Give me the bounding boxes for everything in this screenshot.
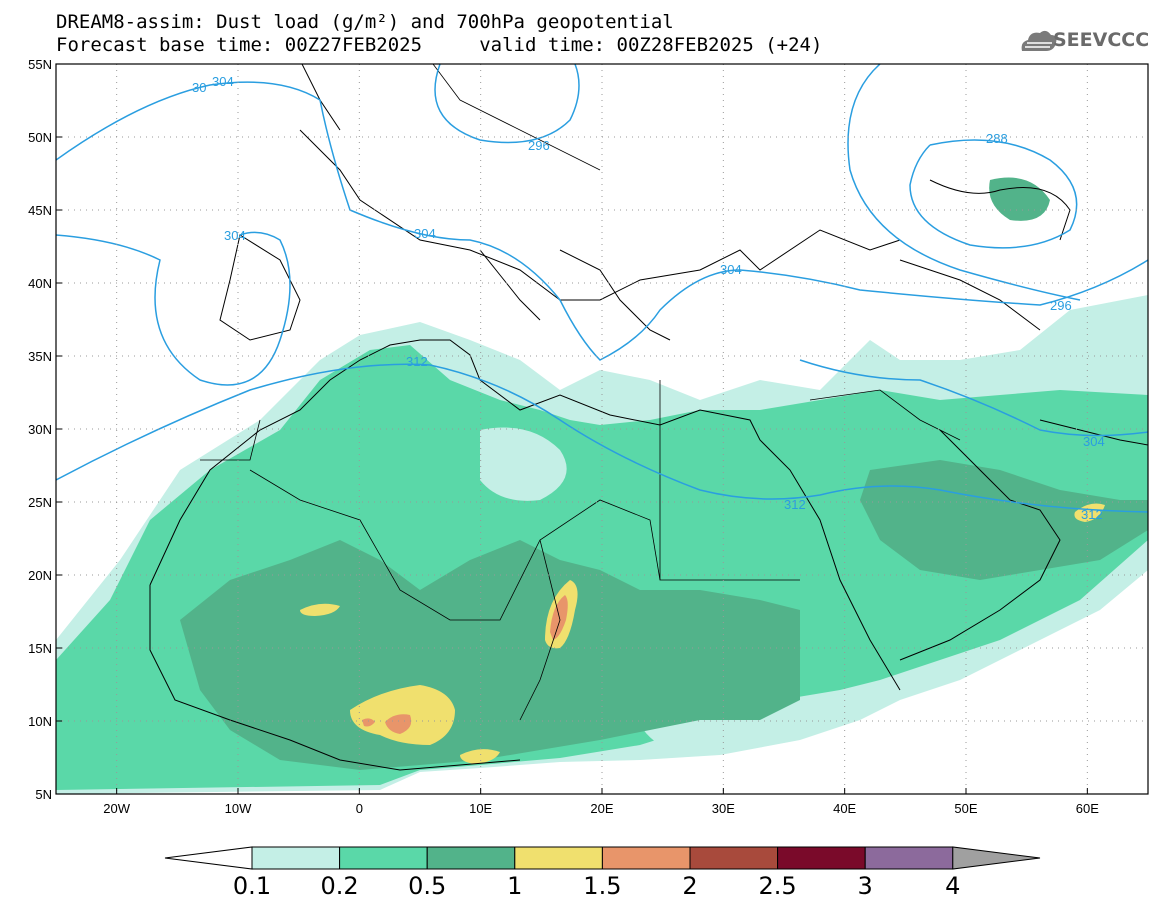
- colorbar-label: 0.2: [320, 872, 359, 900]
- contour-label: 296: [1050, 298, 1072, 313]
- colorbar-label: 4: [945, 872, 961, 900]
- colorbar-segment: [864, 846, 954, 870]
- lat-tick-label: 15N: [28, 641, 52, 656]
- colorbar-segment: [251, 846, 341, 870]
- dust-band-15: [550, 595, 568, 640]
- colorbar-segment: [601, 846, 691, 870]
- cloud-icon: [1021, 30, 1057, 51]
- lat-tick-label: 45N: [28, 203, 52, 218]
- contour-label: 312: [1081, 507, 1103, 522]
- lat-tick-label: 20N: [28, 568, 52, 583]
- lon-tick-label: 10W: [225, 801, 252, 816]
- contour-label: 304: [224, 228, 246, 243]
- lat-axis: 55N 50N 45N 40N 35N 30N 25N 20N 15N 10N 5N: [28, 57, 62, 802]
- lon-tick-label: 20W: [103, 801, 130, 816]
- colorbar-segment: [514, 846, 603, 870]
- colorbar-label: 1: [507, 872, 523, 900]
- forecast-time-line: Forecast base time: 00Z27FEB2025 valid t…: [56, 34, 823, 56]
- lat-tick-label: 30N: [28, 422, 52, 437]
- lon-tick-label: 10E: [469, 801, 492, 816]
- lon-tick-label: 50E: [954, 801, 977, 816]
- lat-tick-label: 5N: [35, 787, 52, 802]
- colorbar-segment: [426, 846, 516, 870]
- graticule: [56, 64, 1148, 794]
- colorbar-label: 0.5: [408, 872, 447, 900]
- colorbar-segment: [777, 846, 866, 870]
- contour-label: 304: [1083, 434, 1105, 449]
- colorbar-label: 2: [682, 872, 698, 900]
- lon-axis: 20W 10W 0 10E 20E 30E 40E 50E 60E: [103, 788, 1099, 816]
- colorbar-label: 2.5: [758, 872, 797, 900]
- colorbar-segment: [689, 846, 779, 870]
- colorbar-segment: [339, 846, 428, 870]
- lat-tick-label: 40N: [28, 276, 52, 291]
- lon-tick-label: 40E: [833, 801, 856, 816]
- contour-label: 312: [784, 497, 806, 512]
- coastlines: [149, 64, 1148, 771]
- lat-tick-label: 25N: [28, 495, 52, 510]
- colorbar-over-triangle: [952, 846, 1041, 870]
- colorbar-label: 0.1: [232, 872, 272, 900]
- lon-tick-label: 60E: [1076, 801, 1099, 816]
- geopotential-contours: [56, 64, 1148, 513]
- logo-text: SEEVCCC: [1053, 29, 1150, 51]
- contour-label: 304: [414, 226, 436, 241]
- contour-label: 304: [720, 262, 742, 277]
- lat-tick-label: 50N: [28, 130, 52, 145]
- colorbar: [164, 846, 1041, 870]
- colorbar-label: 1.5: [583, 872, 622, 900]
- colorbar-under-triangle: [164, 846, 253, 870]
- lon-tick-label: 30E: [712, 801, 735, 816]
- lat-tick-label: 35N: [28, 349, 52, 364]
- lat-tick-label: 55N: [28, 57, 52, 72]
- map-title: DREAM8-assim: Dust load (g/m²) and 700hP…: [56, 11, 674, 33]
- contour-label: 288: [986, 131, 1008, 146]
- lon-tick-label: 20E: [590, 801, 613, 816]
- contour-labels: 30 304 304 296 304 304 288 312 296 304 3…: [192, 74, 1105, 522]
- contour-label: 30: [192, 80, 206, 95]
- colorbar-label: 3: [857, 872, 873, 900]
- contour-label: 312: [406, 354, 428, 369]
- lon-tick-label: 0: [356, 801, 363, 816]
- dust-fields: [56, 177, 1148, 794]
- dust-band-05: [180, 540, 800, 770]
- contour-label: 296: [528, 138, 550, 153]
- contour-label: 304: [212, 74, 234, 89]
- lat-tick-label: 10N: [28, 714, 52, 729]
